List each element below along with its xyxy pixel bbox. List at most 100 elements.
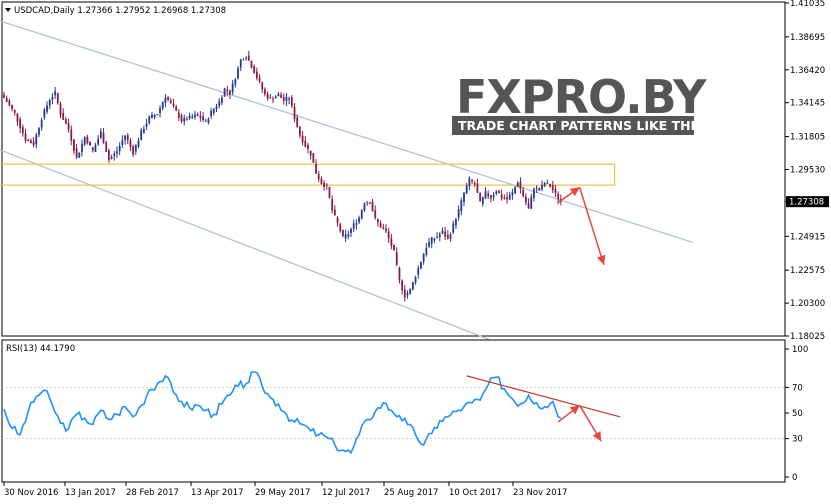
candle-body [352, 223, 355, 229]
candle-body [288, 98, 291, 100]
candle-body [333, 209, 336, 215]
candle-body [473, 182, 476, 185]
candle-body [145, 123, 148, 127]
candle-body [363, 203, 366, 211]
candle-body [40, 119, 43, 128]
symbol-info-line: USDCAD,Daily 1.27366 1.27952 1.26968 1.2… [14, 6, 226, 16]
watermark-logo: FXPRO.BY TRADE CHART PATTERNS LIKE THE P… [452, 70, 742, 135]
time-tick-label: 10 Oct 2017 [449, 488, 502, 498]
candle-body [54, 91, 57, 96]
candle-body [153, 115, 156, 118]
candle-body [35, 134, 38, 145]
candle-body [299, 126, 301, 136]
candle-body [508, 195, 511, 200]
candle-body [379, 222, 382, 228]
candle-body [315, 164, 317, 174]
candle-body [16, 113, 19, 122]
candle-body [374, 210, 377, 218]
candle-body [78, 152, 81, 158]
candle-body [436, 236, 438, 238]
rsi-trend-line [466, 375, 621, 418]
candle-body [535, 187, 538, 189]
candle-body [551, 185, 554, 191]
rsi-tick-label: 50 [792, 409, 803, 419]
candle-body [371, 201, 374, 212]
candle-body [274, 96, 277, 99]
channel-line [0, 20, 693, 243]
time-tick-label: 13 Apr 2017 [191, 488, 244, 498]
candle-body [506, 197, 508, 199]
candle-body [444, 231, 447, 237]
candle-body [387, 231, 390, 239]
candle-body [280, 94, 282, 98]
candle-body [366, 201, 369, 203]
candle-body [511, 192, 514, 196]
candle-body [304, 140, 307, 147]
candle-body [441, 230, 444, 234]
candle-body [110, 156, 113, 159]
candle-body [355, 223, 358, 225]
price-axis: 1.41035 1.38695 1.36420 1.34145 1.31805 1.295… [785, 0, 825, 342]
candle-body [358, 217, 360, 223]
candle-body [484, 191, 487, 199]
candle-body [549, 183, 551, 187]
candle-body [231, 83, 234, 93]
candle-body [215, 106, 218, 110]
candle-body [239, 59, 242, 68]
candle-body [269, 97, 272, 99]
candle-body [457, 209, 460, 218]
candle-body [94, 144, 97, 152]
candle-body [323, 182, 326, 188]
watermark-tagline-bar [452, 116, 694, 135]
candle-body [121, 140, 124, 145]
candle-body [194, 114, 196, 118]
symbol-header: USDCAD,Daily 1.27366 1.27952 1.26968 1.2… [5, 6, 226, 16]
candle-body [124, 135, 126, 140]
candle-body [118, 145, 121, 152]
candle-body [430, 237, 433, 244]
candle-body [223, 88, 226, 97]
price-tick-label: 1.24915 [790, 232, 825, 242]
arrow-head-icon [592, 431, 602, 442]
time-tick-label: 25 Aug 2017 [384, 488, 438, 498]
candle-body [199, 115, 202, 118]
candle-body [422, 254, 425, 262]
candle-body [293, 107, 296, 120]
watermark-tagline: TRADE CHART PATTERNS LIKE THE PROS [458, 118, 742, 133]
candle-body [395, 252, 398, 265]
candle-body [409, 289, 412, 294]
candle-body [481, 196, 484, 205]
price-tick-label: 1.29530 [790, 166, 825, 176]
candle-body [226, 89, 229, 92]
candle-body [229, 90, 231, 95]
candle-body [186, 119, 188, 121]
candle-body [452, 223, 455, 233]
rsi-header: RSI(13) 44.1790 [6, 344, 75, 354]
candle-body [325, 184, 328, 186]
candle-body [247, 55, 250, 61]
candle-body [479, 193, 482, 202]
current-price-value: 1.27308 [789, 198, 824, 208]
candle-body [393, 244, 395, 251]
time-tick-label: 23 Nov 2017 [513, 488, 567, 498]
candle-body [420, 262, 422, 269]
candle-body [455, 219, 457, 226]
candle-body [500, 194, 503, 199]
candle-body [465, 185, 468, 194]
candle-body [449, 234, 452, 239]
candle-body [218, 101, 221, 106]
watermark-brand: FXPRO.BY [456, 70, 707, 124]
candle-body [428, 242, 430, 247]
candle-body [30, 140, 32, 144]
price-tick-label: 1.36420 [790, 66, 825, 76]
dropdown-arrow-icon[interactable] [5, 8, 11, 12]
candle-body [438, 234, 441, 238]
candle-body [13, 110, 16, 113]
candle-body [62, 112, 65, 120]
candle-body [180, 115, 183, 122]
candle-body [164, 97, 167, 103]
candle-body [142, 128, 145, 133]
rsi-tick-label: 100 [792, 345, 808, 355]
candle-body [527, 203, 530, 209]
